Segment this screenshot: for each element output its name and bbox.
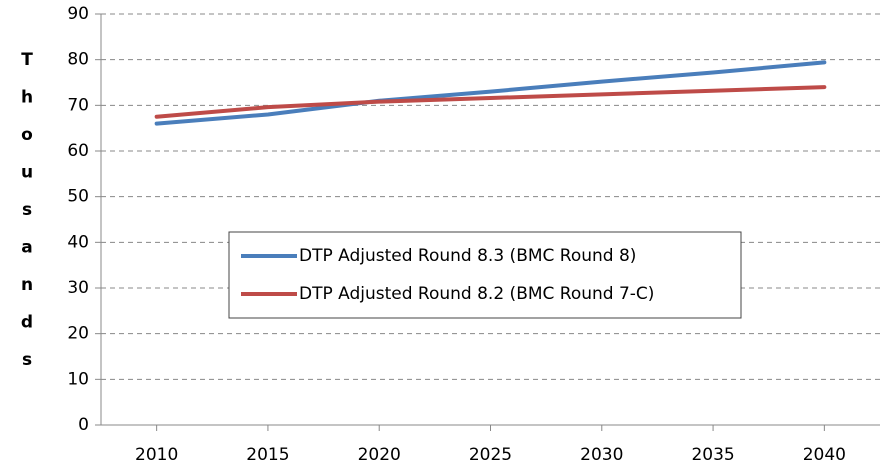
- y-tick-label: 70: [67, 95, 89, 115]
- x-tick-label: 2025: [469, 445, 512, 465]
- y-tick-label: 50: [67, 187, 89, 207]
- series-line: [154, 85, 827, 119]
- x-tick-label: 2040: [803, 445, 846, 465]
- x-tick-label: 2035: [691, 445, 734, 465]
- x-tick-label: 2030: [580, 445, 623, 465]
- y-tick-label: 90: [67, 4, 89, 24]
- legend-box: [228, 231, 742, 319]
- legend-label: DTP Adjusted Round 8.3 (BMC Round 8): [299, 246, 636, 266]
- x-tick-label: 2020: [358, 445, 401, 465]
- x-tick-label: 2010: [135, 445, 178, 465]
- y-tick-label: 20: [67, 324, 89, 344]
- y-tick-label: 10: [67, 369, 89, 389]
- y-tick-label: 0: [78, 415, 89, 435]
- y-tick-label: 30: [67, 278, 89, 298]
- series-line: [154, 60, 827, 126]
- y-tick-label: 80: [67, 50, 89, 70]
- y-tick-label: 40: [67, 232, 89, 252]
- legend-label: DTP Adjusted Round 8.2 (BMC Round 7-C): [299, 284, 654, 304]
- y-tick-label: 60: [67, 141, 89, 161]
- x-tick-label: 2015: [246, 445, 289, 465]
